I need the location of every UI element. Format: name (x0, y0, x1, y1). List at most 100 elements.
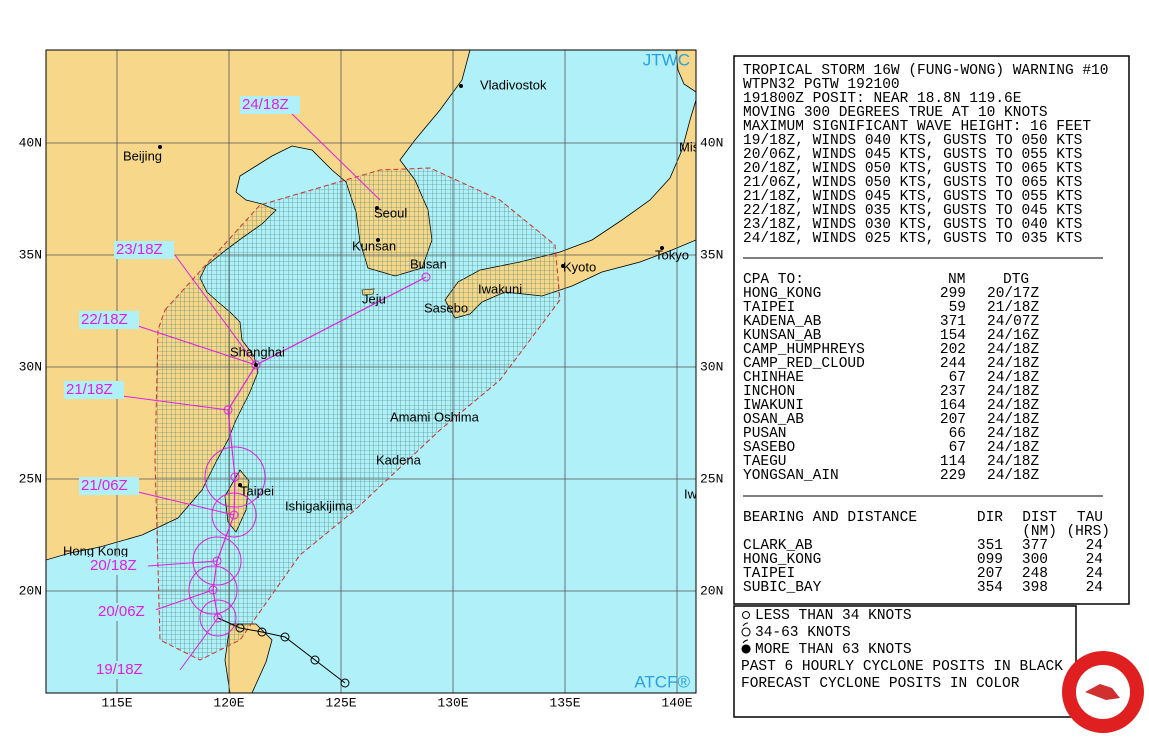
cpa-place: YONGSAN_AIN (743, 468, 839, 484)
legend-icon (742, 611, 750, 619)
cpa-dtg: 24/07Z (987, 314, 1040, 330)
cpa-dtg: 21/18Z (987, 300, 1040, 316)
bearing-place: CLARK_AB (743, 538, 813, 554)
cpa-dtg: 24/18Z (987, 356, 1040, 372)
header-line: 21/06Z, WINDS 050 KTS, GUSTS TO 065 KTS (743, 175, 1082, 191)
lon-label: 135E (549, 695, 580, 710)
lon-label: 125E (325, 695, 356, 710)
past-posits (235, 623, 350, 688)
logo (1062, 651, 1144, 733)
bearing-unit: (NM) (1022, 524, 1057, 540)
forecast-label: 20/06Z (98, 603, 145, 620)
cpa-dtg: 24/18Z (987, 454, 1040, 470)
bearing-column: DIR (977, 510, 1003, 526)
cpa-place: KUNSAN_AB (743, 328, 822, 344)
bearing-tau: 24 (1086, 552, 1103, 568)
cpa-dtg: 24/18Z (987, 412, 1040, 428)
cpa-dtg: 24/18Z (987, 426, 1040, 442)
place-label: Taipei (240, 483, 274, 498)
lat-label: 20N (700, 583, 723, 598)
lon-label: 140E (661, 695, 692, 710)
forecast-label: 19/18Z (96, 661, 143, 678)
forecast-label: 21/18Z (66, 381, 113, 398)
legend-icon (741, 622, 751, 637)
lat-label: 25N (700, 471, 723, 486)
place-label: Busan (410, 256, 447, 271)
corner-label: ATCF® (634, 672, 690, 691)
hokkaido (675, 50, 696, 93)
cpa-nm: 202 (940, 342, 966, 358)
cpa-nm: 164 (940, 398, 966, 414)
cpa-place: TAIPEI (743, 300, 795, 316)
forecast-cone (154, 167, 561, 661)
forecast-posits (208, 272, 431, 623)
bearing-place: TAIPEI (743, 566, 795, 582)
forecast-label: 21/06Z (81, 477, 128, 494)
header-line: WTPN32 PGTW 192100 (743, 77, 900, 93)
header-line: 20/18Z, WINDS 050 KTS, GUSTS TO 065 KTS (743, 161, 1082, 177)
cpa-dtg: 20/17Z (987, 286, 1040, 302)
lat-label: 25N (19, 471, 42, 486)
axis-labels: 40N 40N 35N 35N 30N 30N 25N 25N 20N 20N 115E 120E 12… (19, 135, 724, 710)
bearing-dist: 248 (1022, 566, 1048, 582)
cpa-dtg: 24/18Z (987, 370, 1040, 386)
place-label: Vladivostok (480, 77, 547, 92)
cpa-nm: 244 (940, 356, 966, 372)
place-label: Ishigakijima (285, 498, 354, 513)
bearing-unit: (HRS) (1066, 524, 1110, 540)
cpa-place: HONG_KONG (743, 286, 821, 302)
header-line: MOVING 300 DEGREES TRUE AT 10 KNOTS (743, 105, 1048, 121)
cpa-column: CPA TO: (743, 272, 804, 288)
place-label: Kunsan (352, 238, 396, 253)
forecast-label: 20/18Z (90, 557, 137, 574)
cpa-dtg: 24/18Z (987, 468, 1040, 484)
bearing-dir: 354 (977, 580, 1003, 596)
cpa-nm: 66 (949, 426, 966, 442)
bearing-dir: 351 (977, 538, 1003, 554)
header-line: 20/06Z, WINDS 045 KTS, GUSTS TO 055 KTS (743, 147, 1082, 163)
place-label: Kyoto (563, 259, 596, 274)
cpa-place: KADENA_AB (743, 314, 822, 330)
bearing-dir: 099 (977, 552, 1003, 568)
bearing-dist: 300 (1022, 552, 1048, 568)
forecast-label: 23/18Z (116, 241, 163, 258)
lat-label: 40N (19, 135, 42, 150)
place-label: Seoul (374, 205, 407, 220)
bearing-column: DIST (1022, 510, 1057, 526)
legend-text: PAST 6 HOURLY CYCLONE POSITS IN BLACK (741, 659, 1063, 675)
map-frame (45, 49, 697, 694)
cpa-dtg: 24/16Z (987, 328, 1040, 344)
cpa-nm: 229 (940, 468, 966, 484)
place-label: Shanghai (230, 344, 285, 359)
header-line: 22/18Z, WINDS 035 KTS, GUSTS TO 045 KTS (743, 203, 1082, 219)
cpa-dtg: 24/18Z (987, 440, 1040, 456)
bearing-column: TAU (1077, 510, 1103, 526)
warning-panel (733, 55, 1130, 605)
cpa-place: INCHON (743, 384, 795, 400)
place-label: Amami Oshima (390, 409, 480, 424)
bearing-dir: 207 (977, 566, 1003, 582)
legend-text: MORE THAN 63 KNOTS (755, 642, 912, 658)
cpa-place: TAEGU (743, 454, 787, 470)
cpa-column: DTG (1003, 272, 1029, 288)
place-dots (158, 84, 664, 487)
bearing-place: SUBIC_BAY (743, 580, 822, 596)
cpa-place: OSAN_AB (743, 412, 804, 428)
place-label: Kadena (376, 452, 422, 467)
bearing-tau: 24 (1086, 538, 1103, 554)
header-line: 23/18Z, WINDS 030 KTS, GUSTS TO 040 KTS (743, 217, 1082, 233)
forecast-label: 24/18Z (242, 96, 289, 113)
cpa-column: NM (948, 272, 965, 288)
cpa-place: CAMP_HUMPHREYS (743, 342, 865, 358)
cpa-nm: 371 (940, 314, 966, 330)
bearing-tau: 24 (1086, 566, 1103, 582)
lat-label: 35N (19, 247, 42, 262)
cpa-place: IWAKUNI (743, 398, 804, 414)
place-label: Mis (679, 139, 700, 154)
forecast-label: 22/18Z (81, 311, 128, 328)
cpa-place: PUSAN (743, 426, 787, 442)
bearing-place: HONG_KONG (743, 552, 821, 568)
header-line: MAXIMUM SIGNIFICANT WAVE HEIGHT: 16 FEET (743, 119, 1091, 135)
place-label: Tokyo (655, 247, 689, 262)
